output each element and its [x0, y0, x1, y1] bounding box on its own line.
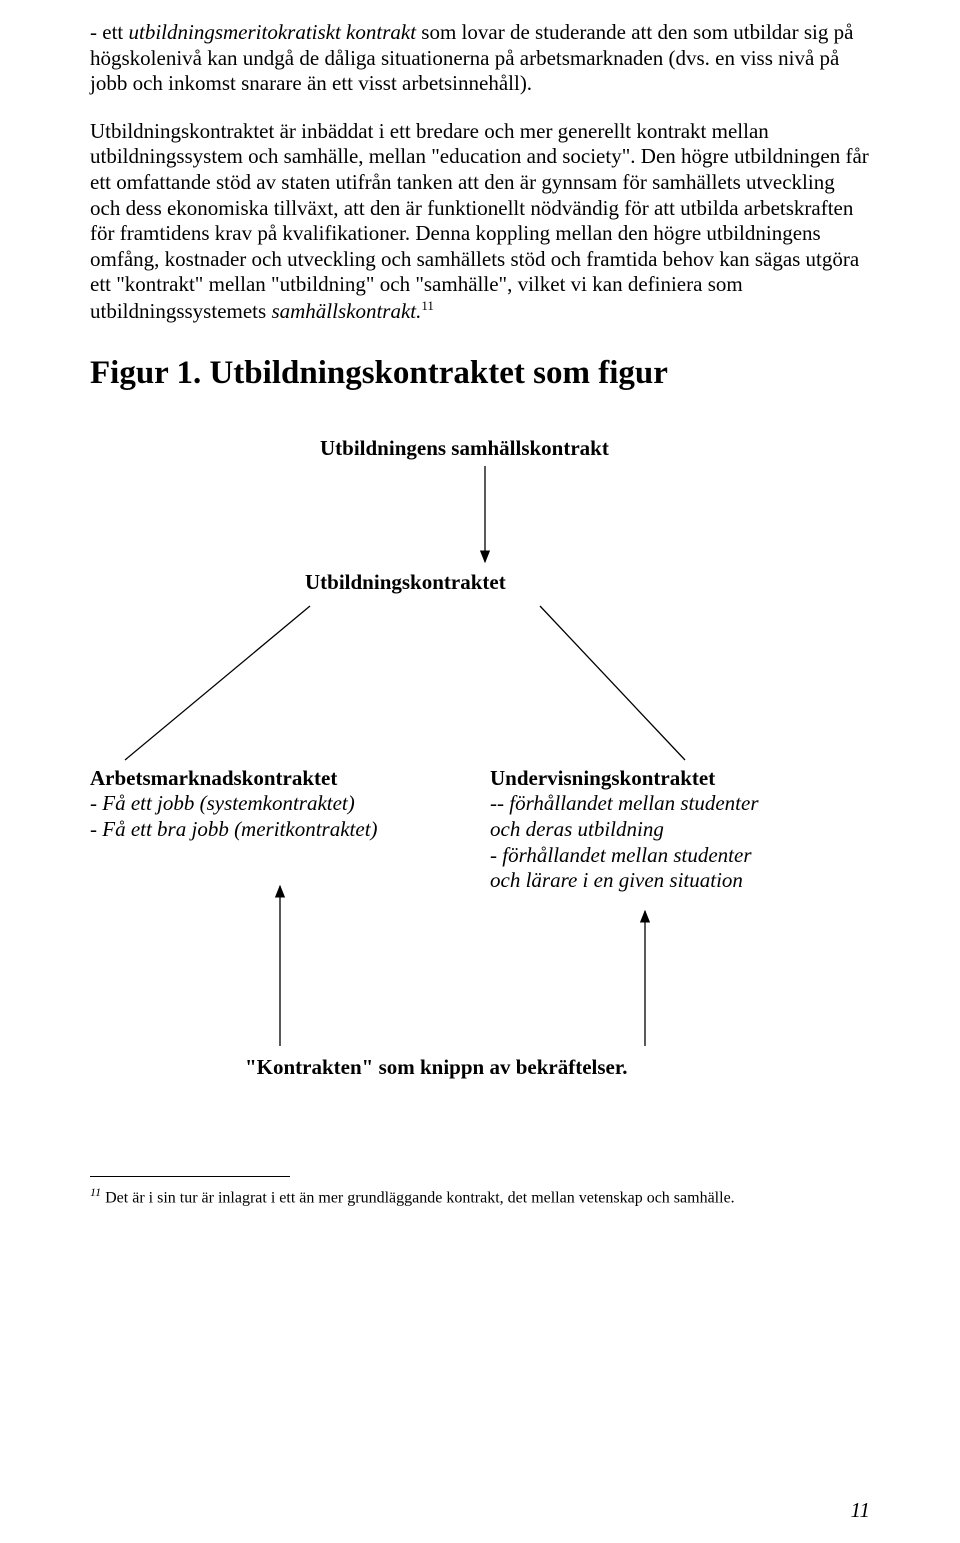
footnote-ref: 11	[421, 298, 434, 313]
page-number: 11	[851, 1498, 870, 1523]
footnote-separator	[90, 1176, 290, 1177]
figure-diagram: Utbildningens samhällskontrakt Utbildnin…	[90, 436, 870, 1116]
node-right-line-3: och lärare i en given situation	[490, 868, 743, 892]
diagram-node-mid: Utbildningskontraktet	[305, 570, 545, 595]
node-right-line-0: -- förhållandet mellan studenter	[490, 791, 759, 815]
diagram-node-top: Utbildningens samhällskontrakt	[320, 436, 660, 461]
bullet-prefix: - ett	[90, 20, 128, 44]
footnote-number: 11	[90, 1185, 101, 1199]
node-left-line-0: - Få ett jobb (systemkontraktet)	[90, 791, 355, 815]
main-text: Utbildningskontraktet är inbäddat i ett …	[90, 119, 869, 323]
node-right-line-2: - förhållandet mellan studenter	[490, 843, 752, 867]
bullet-paragraph: - ett utbildningsmeritokratiskt kontrakt…	[90, 20, 870, 97]
node-right-line-1: och deras utbildning	[490, 817, 664, 841]
diagram-node-left: Arbetsmarknadskontraktet - Få ett jobb (…	[90, 766, 420, 843]
main-paragraph: Utbildningskontraktet är inbäddat i ett …	[90, 119, 870, 325]
figure-title: Figur 1. Utbildningskontraktet som figur	[90, 355, 870, 392]
node-right-title: Undervisningskontraktet	[490, 766, 715, 790]
page: - ett utbildningsmeritokratiskt kontrakt…	[0, 0, 960, 1543]
footnote-text: Det är i sin tur är inlagrat i ett än me…	[101, 1189, 735, 1206]
node-left-title: Arbetsmarknadskontraktet	[90, 766, 337, 790]
node-left-line-1: - Få ett bra jobb (meritkontraktet)	[90, 817, 378, 841]
diagram-node-bottom: "Kontrakten" som knippn av bekräftelser.	[245, 1055, 685, 1080]
main-italic-term: samhällskontrakt.	[271, 299, 421, 323]
diagram-node-right: Undervisningskontraktet -- förhållandet …	[490, 766, 830, 894]
footnote: 11 Det är i sin tur är inlagrat i ett än…	[90, 1185, 870, 1208]
bullet-italic-term: utbildningsmeritokratiskt kontrakt	[128, 20, 416, 44]
